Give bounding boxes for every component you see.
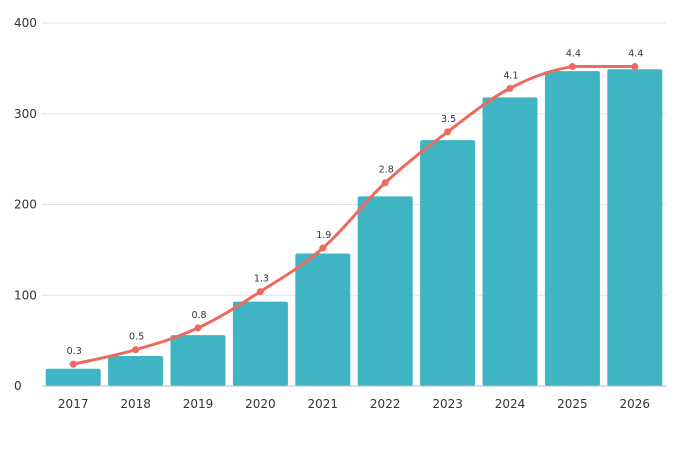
line-series	[69, 63, 639, 368]
line-point	[194, 324, 202, 332]
line-data-labels: 0.3 0.5 0.8 1.3 1.9 2.8 3.5 4.1 4.4 4.4	[67, 49, 644, 358]
x-tick-label: 2019	[183, 397, 214, 411]
line-point	[506, 84, 514, 92]
line-point	[444, 128, 452, 136]
x-tick-label: 2022	[370, 397, 401, 411]
bar	[607, 69, 663, 386]
data-label: 0.8	[191, 310, 206, 321]
y-tick-label: 400	[14, 16, 37, 30]
y-tick-label: 200	[14, 198, 37, 212]
data-label: 1.9	[316, 230, 331, 241]
x-tick-label: 2018	[120, 397, 151, 411]
data-label: 1.3	[254, 274, 269, 285]
data-label: 2.8	[379, 165, 394, 176]
data-label: 0.3	[67, 346, 82, 357]
bar	[482, 97, 538, 386]
data-label: 3.5	[441, 114, 456, 125]
bar-series	[45, 69, 663, 386]
bar	[108, 356, 164, 386]
x-tick-label: 2020	[245, 397, 276, 411]
line-point	[319, 244, 327, 252]
bar	[420, 140, 476, 386]
bar	[295, 253, 351, 386]
line-point	[69, 360, 77, 368]
data-label: 4.4	[566, 49, 581, 60]
bar	[170, 335, 226, 386]
x-axis-ticks: 2017 2018 2019 2020 2021 2022 2023 2024 2025 2026	[58, 397, 650, 411]
y-tick-label: 300	[14, 107, 37, 121]
y-tick-label: 100	[14, 288, 37, 302]
data-label: 0.5	[129, 332, 144, 343]
line-point	[132, 346, 140, 354]
x-tick-label: 2023	[432, 397, 463, 411]
line-point	[256, 288, 264, 296]
line-point	[631, 63, 639, 71]
x-tick-label: 2017	[58, 397, 89, 411]
data-label: 4.4	[628, 49, 643, 60]
bar	[232, 301, 288, 386]
x-tick-label: 2024	[495, 397, 526, 411]
y-axis-ticks: 0 100 200 300 400	[14, 16, 37, 393]
x-tick-label: 2025	[557, 397, 588, 411]
x-tick-label: 2026	[620, 397, 651, 411]
y-tick-label: 0	[14, 379, 22, 393]
bar	[45, 368, 101, 386]
bar	[357, 196, 413, 386]
data-label: 4.1	[503, 70, 518, 81]
line-point	[381, 179, 389, 187]
line-point	[568, 63, 576, 71]
line-path	[71, 65, 637, 366]
bar	[544, 71, 600, 386]
x-tick-label: 2021	[308, 397, 339, 411]
